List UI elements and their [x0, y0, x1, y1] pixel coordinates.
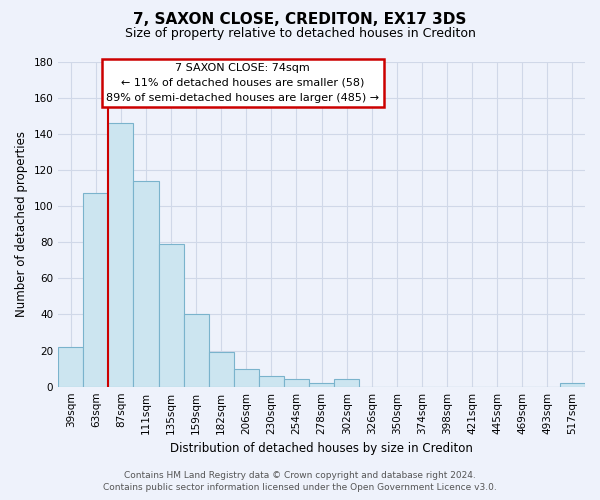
Text: Size of property relative to detached houses in Crediton: Size of property relative to detached ho…: [125, 28, 475, 40]
Bar: [184, 314, 209, 386]
Y-axis label: Number of detached properties: Number of detached properties: [15, 131, 28, 317]
Bar: [158, 244, 184, 386]
Bar: [560, 383, 585, 386]
Bar: [209, 352, 234, 386]
Bar: [234, 368, 259, 386]
Bar: [259, 376, 284, 386]
Bar: [334, 380, 359, 386]
X-axis label: Distribution of detached houses by size in Crediton: Distribution of detached houses by size …: [170, 442, 473, 455]
Bar: [284, 380, 309, 386]
Bar: [83, 194, 109, 386]
Bar: [133, 180, 158, 386]
Text: 7, SAXON CLOSE, CREDITON, EX17 3DS: 7, SAXON CLOSE, CREDITON, EX17 3DS: [133, 12, 467, 28]
Bar: [309, 383, 334, 386]
Text: 7 SAXON CLOSE: 74sqm
← 11% of detached houses are smaller (58)
89% of semi-detac: 7 SAXON CLOSE: 74sqm ← 11% of detached h…: [106, 63, 379, 102]
Bar: [58, 347, 83, 387]
Bar: [109, 123, 133, 386]
Text: Contains HM Land Registry data © Crown copyright and database right 2024.
Contai: Contains HM Land Registry data © Crown c…: [103, 471, 497, 492]
